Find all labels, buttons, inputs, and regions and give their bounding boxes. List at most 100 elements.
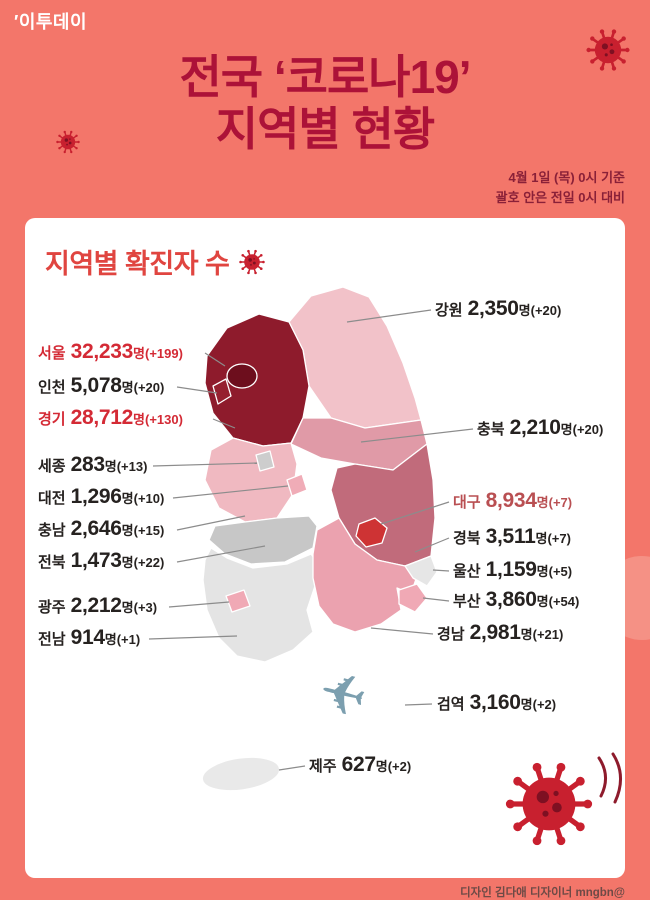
leader-line-jeonnam xyxy=(148,635,238,640)
region-label-gyeongnam: 경남 2,981 명(+21) xyxy=(437,621,563,645)
region-name: 전남 xyxy=(38,631,66,648)
region-name: 세종 xyxy=(38,458,66,475)
region-name: 부산 xyxy=(453,593,481,610)
region-label-daegu: 대구 8,934 명(+7) xyxy=(453,489,572,513)
region-delta: 명(+2) xyxy=(375,759,412,774)
quote-accent-marks xyxy=(597,752,622,804)
region-label-ulsan: 울산 1,159 명(+5) xyxy=(453,558,572,582)
region-delta: 명(+22) xyxy=(121,555,165,570)
region-value: 32,233 xyxy=(70,340,134,363)
map-region-sejong xyxy=(255,450,275,472)
content-card: 지역별 확진자 수 xyxy=(25,218,625,878)
region-value: 3,160 xyxy=(469,691,521,714)
region-delta: 명(+5) xyxy=(536,564,573,579)
region-name: 경기 xyxy=(38,411,66,428)
korea-map xyxy=(148,286,474,792)
leader-line-ulsan xyxy=(432,569,450,572)
region-label-gyeongbuk: 경북 3,511 명(+7) xyxy=(453,525,571,549)
region-delta: 명(+3) xyxy=(121,600,158,615)
region-delta: 명(+7) xyxy=(536,495,573,510)
region-label-jeonbuk: 전북 1,473 명(+22) xyxy=(38,549,164,573)
leader-line-gyeonggi xyxy=(212,418,236,429)
main-title-line1: 전국 ‘코로나19’ xyxy=(179,51,471,103)
section-heading-text: 지역별 확진자 수 xyxy=(45,249,230,279)
region-label-jeju: 제주 627 명(+2) xyxy=(309,753,411,777)
region-label-chungnam: 충남 2,646 명(+15) xyxy=(38,517,164,541)
region-name: 강원 xyxy=(435,302,463,319)
region-value: 5,078 xyxy=(70,374,122,397)
region-label-seoul: 서울 32,233 명(+199) xyxy=(38,340,183,364)
region-value: 28,712 xyxy=(70,406,134,429)
region-name: 전북 xyxy=(38,554,66,571)
leader-line-chungbuk xyxy=(360,428,474,443)
leader-line-daejeon xyxy=(172,485,289,499)
section-heading: 지역별 확진자 수 xyxy=(45,242,266,281)
region-name: 경남 xyxy=(437,626,465,643)
region-delta: 명(+199) xyxy=(133,346,183,361)
leader-line-gyeongnam xyxy=(370,627,434,635)
main-title-line2: 지역별 현황 xyxy=(215,102,435,155)
region-delta: 명(+20) xyxy=(121,380,165,395)
region-label-daejeon: 대전 1,296 명(+10) xyxy=(38,485,164,509)
region-value: 2,646 xyxy=(70,517,122,540)
region-label-gyeonggi: 경기 28,712 명(+130) xyxy=(38,406,183,430)
region-value: 2,210 xyxy=(509,416,561,439)
map-region-daegu xyxy=(355,517,388,548)
region-label-chungbuk: 충북 2,210 명(+20) xyxy=(477,416,603,440)
region-label-quarantine: 검역 3,160 명(+2) xyxy=(437,691,556,715)
region-delta: 명(+130) xyxy=(133,412,183,427)
date-note: 4월 1일 (목) 0시 기준 괄호 안은 전일 0시 대비 xyxy=(496,168,625,208)
region-value: 3,860 xyxy=(485,588,537,611)
leader-line-chungnam xyxy=(176,515,246,531)
region-label-busan: 부산 3,860 명(+54) xyxy=(453,588,579,612)
region-label-incheon: 인천 5,078 명(+20) xyxy=(38,374,164,398)
leader-line-incheon xyxy=(176,386,218,394)
region-delta: 명(+15) xyxy=(121,523,165,538)
map-region-chungnam xyxy=(204,437,298,523)
region-label-sejong: 세종 283 명(+13) xyxy=(38,453,147,477)
region-name: 검역 xyxy=(437,696,465,713)
map-region-jeonnam xyxy=(202,547,318,663)
leader-line-seoul xyxy=(204,352,226,367)
region-name: 광주 xyxy=(38,599,66,616)
region-value: 914 xyxy=(70,626,105,649)
region-name: 경북 xyxy=(453,530,481,547)
region-name: 울산 xyxy=(453,563,481,580)
virus-icon-large xyxy=(505,760,593,848)
region-value: 8,934 xyxy=(485,489,537,512)
leader-line-sejong xyxy=(152,462,258,467)
map-region-busan xyxy=(398,583,428,613)
main-title: 전국 ‘코로나19’ 지역별 현황 xyxy=(0,51,650,155)
map-region-daejeon xyxy=(286,473,308,497)
region-name: 인천 xyxy=(38,379,66,396)
region-name: 제주 xyxy=(309,758,337,775)
region-value: 283 xyxy=(70,453,105,476)
map-region-gangwon xyxy=(288,286,422,429)
region-delta: 명(+13) xyxy=(104,459,148,474)
leader-line-gangwon xyxy=(346,309,432,323)
region-label-gangwon: 강원 2,350 명(+20) xyxy=(435,297,561,321)
region-value: 1,473 xyxy=(70,549,122,572)
date-note-line1: 4월 1일 (목) 0시 기준 xyxy=(508,170,625,185)
leader-line-geomyeok xyxy=(404,703,433,706)
leader-line-busan xyxy=(422,597,450,602)
region-label-jeonnam: 전남 914 명(+1) xyxy=(38,626,140,650)
region-delta: 명(+10) xyxy=(121,491,165,506)
date-note-line2: 괄호 안은 전일 0시 대비 xyxy=(495,190,625,206)
region-name: 대구 xyxy=(453,494,481,511)
region-value: 2,212 xyxy=(70,594,122,617)
region-value: 1,159 xyxy=(485,558,537,581)
region-delta: 명(+1) xyxy=(104,632,141,647)
leader-line-jeju xyxy=(278,765,306,771)
etoday-logo: ′이투데이 xyxy=(14,12,88,32)
region-name: 충북 xyxy=(477,421,505,438)
region-delta: 명(+21) xyxy=(520,627,564,642)
map-region-gyeonggi xyxy=(204,313,310,447)
leader-line-jeonbuk xyxy=(176,545,266,563)
credit-text: 디자인 김다애 디자이너 mngbn@ xyxy=(460,887,625,899)
region-name: 서울 xyxy=(38,345,66,362)
leader-line-gyeongbuk xyxy=(414,537,450,553)
region-label-gwangju: 광주 2,212 명(+3) xyxy=(38,594,157,618)
region-name: 충남 xyxy=(38,522,66,539)
